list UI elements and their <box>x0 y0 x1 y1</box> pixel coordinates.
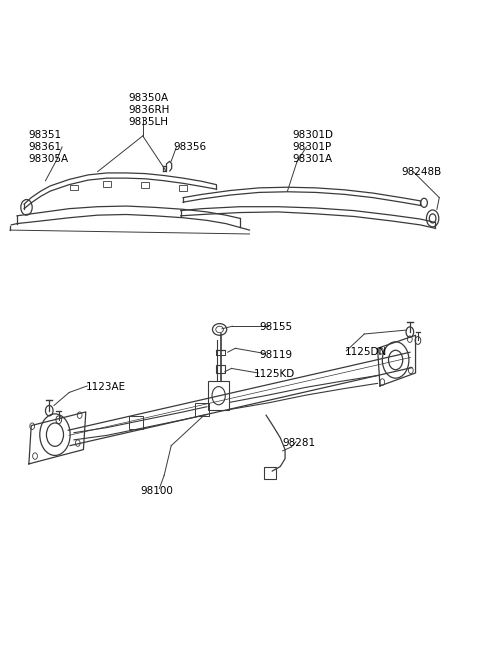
Text: 98100: 98100 <box>140 486 173 496</box>
Bar <box>141 182 149 188</box>
Bar <box>264 467 276 479</box>
Text: 98248B: 98248B <box>401 166 442 177</box>
Bar <box>70 185 78 191</box>
Text: 1125KD: 1125KD <box>254 369 296 379</box>
Text: 98301D
98301P
98301A: 98301D 98301P 98301A <box>292 130 333 164</box>
Text: 1123AE: 1123AE <box>86 383 126 392</box>
Text: 98356: 98356 <box>174 142 207 152</box>
Bar <box>208 381 229 410</box>
Bar <box>195 403 209 416</box>
Text: 98281: 98281 <box>283 438 316 448</box>
Text: 1125DN: 1125DN <box>344 347 386 357</box>
Bar <box>129 417 143 430</box>
Bar <box>103 181 111 187</box>
Text: 98351
98361
98305A: 98351 98361 98305A <box>29 130 69 164</box>
Text: 98119: 98119 <box>259 350 292 360</box>
Bar <box>179 185 187 191</box>
Text: 98350A
9836RH
9835LH: 98350A 9836RH 9835LH <box>129 93 170 126</box>
Text: 98155: 98155 <box>259 322 292 333</box>
Bar <box>216 365 225 373</box>
